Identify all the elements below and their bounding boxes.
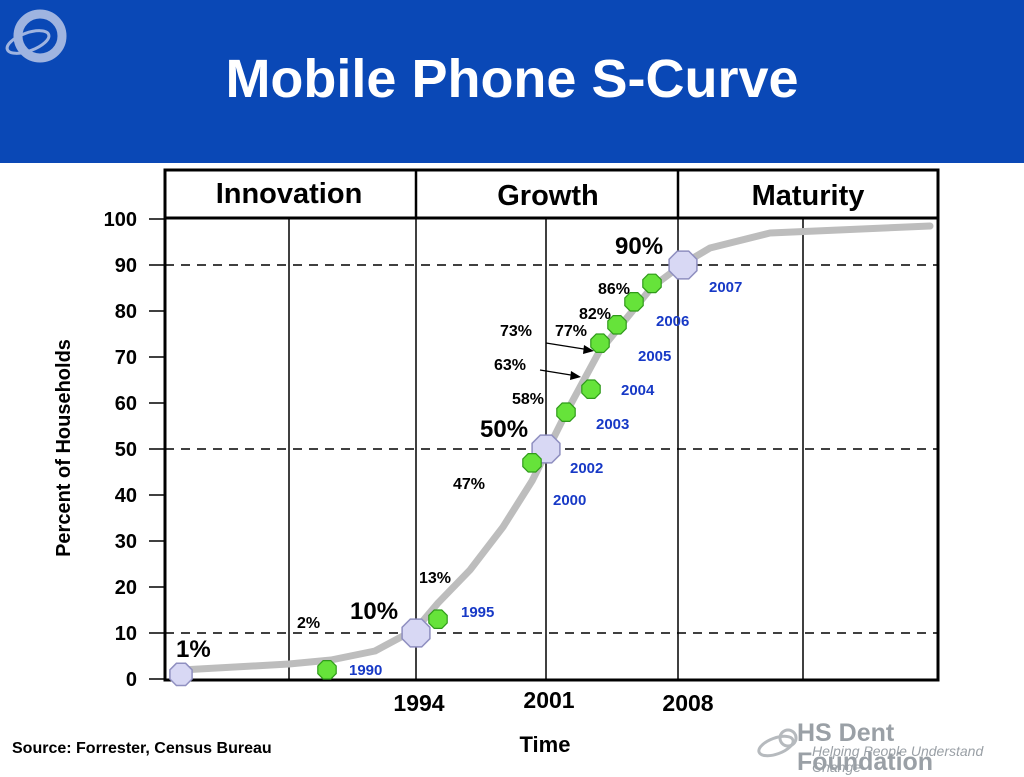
- footer-tagline: Helping People Understand Change: [812, 743, 984, 775]
- data-value-label: 2%: [297, 615, 320, 632]
- data-point-marker: [624, 292, 644, 312]
- data-point-marker: [556, 402, 576, 422]
- milestone-label: 90%: [615, 233, 663, 260]
- data-value-label: 63%: [494, 357, 526, 374]
- data-year-label: 1995: [461, 604, 494, 621]
- y-tick-label: 80: [115, 301, 137, 323]
- y-tick-label: 90: [115, 255, 137, 277]
- page-title: Mobile Phone S-Curve: [225, 49, 799, 109]
- arrowhead-63: [570, 371, 581, 380]
- data-point-marker: [607, 315, 627, 335]
- x-axis-label: Time: [520, 732, 571, 757]
- y-tick-label: 50: [115, 439, 137, 461]
- arrowhead-73: [583, 345, 594, 354]
- data-year-label: 2006: [656, 313, 689, 330]
- data-value-label: 47%: [453, 476, 485, 493]
- y-tick-label: 100: [104, 209, 137, 231]
- y-axis: 0 10 20 30 40 50 60 70 80 90 100: [104, 209, 165, 691]
- y-tick-label: 0: [126, 669, 137, 691]
- data-value-label: 82%: [579, 306, 611, 323]
- data-value-label: 77%: [555, 323, 587, 340]
- x-tick-label: 2008: [662, 690, 713, 716]
- y-tick-label: 70: [115, 347, 137, 369]
- y-tick-label: 30: [115, 531, 137, 553]
- y-axis-label: Percent of Households: [53, 339, 75, 557]
- milestone-marker: [401, 618, 431, 648]
- milestone-marker: [169, 662, 193, 687]
- data-point-marker: [642, 273, 662, 294]
- milestone-marker: [668, 250, 698, 280]
- data-point-marker: [428, 609, 448, 630]
- data-point-marker: [590, 333, 610, 353]
- data-point-marker: [581, 379, 601, 399]
- data-point-marker: [522, 453, 542, 473]
- data-markers: [169, 250, 698, 687]
- title-banner: Mobile Phone S-Curve: [0, 0, 1024, 163]
- phase-maturity: Maturity: [752, 180, 865, 212]
- milestone-marker: [531, 434, 561, 464]
- y-tick-label: 20: [115, 577, 137, 599]
- data-point-marker: [317, 659, 337, 680]
- y-tick-label: 40: [115, 485, 137, 507]
- callout-arrows: [539, 342, 594, 380]
- data-value-label: 13%: [419, 570, 451, 587]
- data-year-label: 2002: [570, 460, 603, 477]
- arrow-73: [545, 342, 591, 351]
- x-tick-label: 1994: [393, 690, 444, 716]
- phase-innovation: Innovation: [216, 178, 363, 210]
- data-year-label: 2004: [621, 382, 655, 399]
- milestone-label: 1%: [176, 636, 211, 663]
- data-value-label: 86%: [598, 281, 630, 298]
- globe-logo-icon: [5, 9, 67, 63]
- hs-dent-logo-icon: [757, 728, 798, 758]
- source-note: Source: Forrester, Census Bureau: [12, 740, 272, 757]
- phase-headers: Innovation Growth Maturity: [163, 168, 940, 220]
- data-labels: 1% 10% 50% 90% 2% 1990 13% 1995 47% 2000 58% 2002 63…: [176, 233, 742, 679]
- milestone-label: 50%: [480, 416, 528, 443]
- y-tick-label: 60: [115, 393, 137, 415]
- data-year-label: 2005: [638, 348, 671, 365]
- data-value-label: 73%: [500, 323, 532, 340]
- phase-growth: Growth: [497, 180, 599, 212]
- x-tick-label: 2001: [523, 687, 574, 713]
- data-year-label: 2007: [709, 279, 742, 296]
- data-value-label: 58%: [512, 391, 544, 408]
- milestone-label: 10%: [350, 598, 398, 625]
- data-year-label: 2000: [553, 492, 586, 509]
- y-tick-label: 10: [115, 623, 137, 645]
- data-year-label: 2003: [596, 416, 629, 433]
- data-year-label: 1990: [349, 662, 382, 679]
